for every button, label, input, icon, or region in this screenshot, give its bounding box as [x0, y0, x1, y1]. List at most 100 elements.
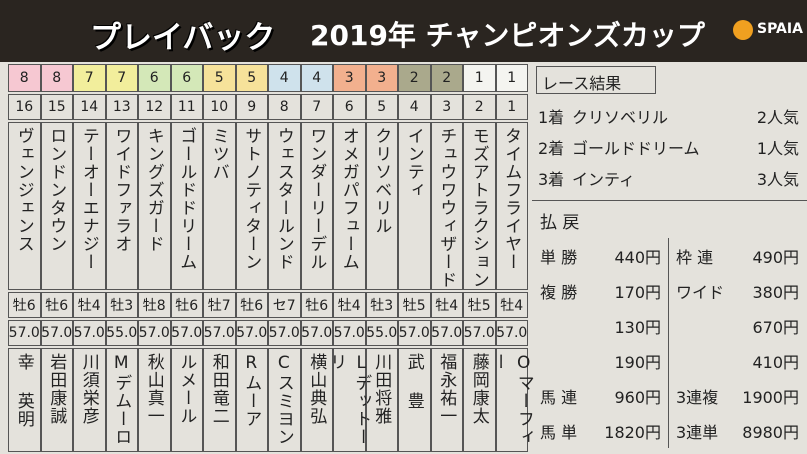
jockey: 福永祐一 [430, 348, 463, 452]
horse-name: オメガパフューム [333, 122, 366, 290]
weight: 57.0 [495, 320, 528, 346]
payout-value: 1820円 [604, 423, 661, 442]
divider [532, 200, 807, 201]
frame-number: 1 [463, 64, 496, 92]
horse-name: ミツバ [203, 122, 236, 290]
result-horse: クリソベリル [572, 108, 669, 127]
sex-age: 牡6 [235, 292, 268, 318]
horse-number: 13 [105, 94, 138, 120]
sex-age: 牡5 [463, 292, 496, 318]
sex-age: 牡4 [430, 292, 463, 318]
horse-name: ロンドンタウン [40, 122, 73, 290]
weight: 57.0 [300, 320, 333, 346]
horse-number: 8 [268, 94, 301, 120]
payout-value: 490円 [752, 248, 799, 267]
weight: 57.0 [170, 320, 203, 346]
horse-name: キングズガード [138, 122, 171, 290]
place: 1着 [538, 108, 565, 127]
horse-number: 4 [398, 94, 431, 120]
frame-number: 7 [73, 64, 106, 92]
jockey: Lデットーリ [326, 348, 371, 452]
jockey: Cスミヨン [268, 348, 301, 452]
popularity: 3人気 [756, 170, 799, 189]
horse-number: 16 [8, 94, 41, 120]
weight: 57.0 [138, 320, 171, 346]
horse-name: インティ [398, 122, 431, 290]
weight: 57.0 [203, 320, 236, 346]
payout-label: 単 勝 [540, 248, 578, 267]
weight: 57.0 [333, 320, 366, 346]
jockey: Rムーア [235, 348, 268, 452]
horse-number: 5 [365, 94, 398, 120]
weight: 57.0 [463, 320, 496, 346]
horse-name: ワイドファラオ [105, 122, 138, 290]
logo: SPAIA [757, 21, 803, 37]
frame-number: 7 [105, 64, 138, 92]
frame-number: 4 [268, 64, 301, 92]
horse-number: 12 [138, 94, 171, 120]
place: 3着 [538, 170, 565, 189]
frame-number: 6 [170, 64, 203, 92]
weight: 57.0 [235, 320, 268, 346]
frame-number: 2 [398, 64, 431, 92]
frame-number: 5 [203, 64, 236, 92]
jockey: 横山典弘 [300, 348, 333, 452]
horse-name: ウェスタールンド [268, 122, 301, 290]
popularity: 1人気 [756, 139, 799, 158]
weight: 57.0 [40, 320, 73, 346]
sex-age: 牡4 [73, 292, 106, 318]
jockey: 和田竜二 [203, 348, 236, 452]
sex-age: 牡7 [203, 292, 236, 318]
jockey: ルメール [170, 348, 203, 452]
sex-age: 牡3 [105, 292, 138, 318]
horse-name: チュウワウィザード [430, 122, 463, 290]
frame-number: 6 [138, 64, 171, 92]
sex-age: 牡5 [398, 292, 431, 318]
frame-number: 2 [430, 64, 463, 92]
horse-number: 10 [203, 94, 236, 120]
frame-number: 4 [300, 64, 333, 92]
payout-label: 枠 連 [676, 248, 714, 267]
title-prefix: プレイバック [90, 20, 276, 56]
payout-value: 130円 [614, 318, 661, 337]
jockey: 幸 英明 [8, 348, 41, 452]
payout-value: 8980円 [742, 423, 799, 442]
weight: 57.0 [268, 320, 301, 346]
sex-age: 牡6 [40, 292, 73, 318]
sex-age: 牡6 [170, 292, 203, 318]
sex-age: 牡6 [8, 292, 41, 318]
result-horse: インティ [572, 170, 636, 189]
horse-number: 14 [73, 94, 106, 120]
jockey: 川須栄彦 [73, 348, 106, 452]
sex-age: 牡4 [333, 292, 366, 318]
jockey: Oマーフィー [489, 348, 534, 452]
horse-name: モズアトラクション [463, 122, 496, 290]
horse-number: 6 [333, 94, 366, 120]
payout-value: 440円 [614, 248, 661, 267]
horse-name: サトノティターン [235, 122, 268, 290]
jockey: Mデムーロ [105, 348, 138, 452]
board: レース結果 払 戻 8 16 ヴェンジェンス 牡6 57.0 幸 英明 8 15 ロンドンタウン… [0, 62, 807, 454]
frame-number: 1 [495, 64, 528, 92]
horse-name: タイムフライヤー [495, 122, 528, 290]
popularity: 2人気 [756, 108, 799, 127]
frame-number: 3 [365, 64, 398, 92]
jockey: 武 豊 [398, 348, 431, 452]
jockey: 岩田康誠 [40, 348, 73, 452]
results-title: レース結果 [542, 74, 622, 93]
result-horse: ゴールドドリーム [572, 139, 700, 158]
payout-value: 960円 [614, 388, 661, 407]
results-box [536, 66, 656, 94]
jockey: 藤岡康太 [463, 348, 496, 452]
payout-value: 380円 [752, 283, 799, 302]
horse-number: 15 [40, 94, 73, 120]
horse-number: 2 [463, 94, 496, 120]
payout-divider [668, 238, 669, 448]
payout-value: 190円 [614, 353, 661, 372]
weight: 57.0 [8, 320, 41, 346]
title: 2019年 チャンピオンズカップ [310, 19, 705, 52]
weight: 57.0 [73, 320, 106, 346]
weight: 57.0 [398, 320, 431, 346]
horse-name: ワンダーリーデル [300, 122, 333, 290]
